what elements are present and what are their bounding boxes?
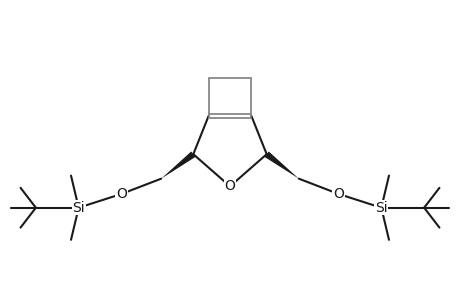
Text: Si: Si — [72, 201, 85, 215]
Text: Si: Si — [374, 201, 387, 215]
Text: O: O — [332, 187, 343, 201]
Text: O: O — [116, 187, 127, 201]
Polygon shape — [264, 152, 298, 179]
Polygon shape — [161, 152, 195, 179]
Text: O: O — [224, 179, 235, 193]
